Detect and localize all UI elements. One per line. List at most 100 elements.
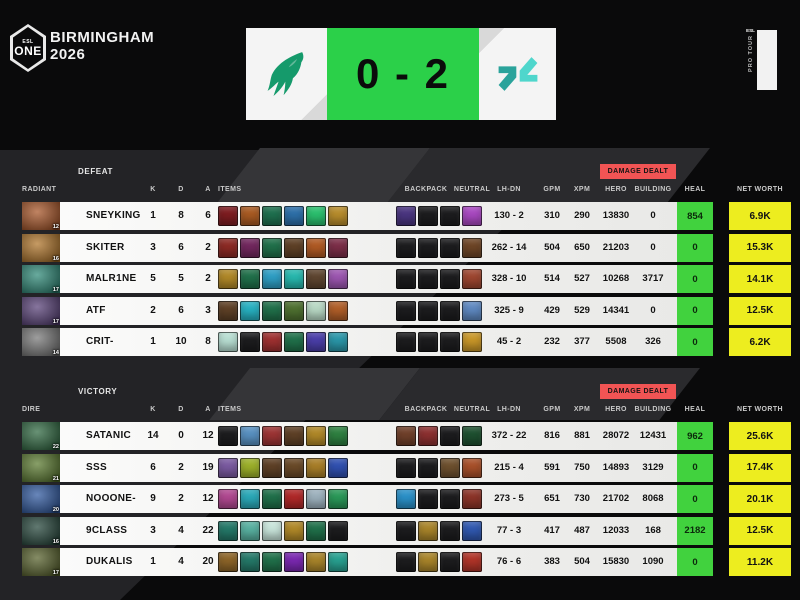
stat-bar: [60, 233, 677, 262]
building-damage-value: 0: [650, 304, 656, 316]
item-slot: [218, 457, 238, 478]
gpm-value: 651: [544, 493, 560, 504]
col-gpm: GPM: [543, 406, 561, 413]
hero-portrait: 16: [22, 516, 60, 545]
heal-value: 0: [677, 265, 713, 293]
item-slot: [328, 426, 348, 446]
event-title: BIRMINGHAM 2026: [50, 29, 154, 64]
items-group: [218, 426, 348, 446]
neutral-item-slot: [462, 300, 482, 321]
item-slot: [440, 457, 460, 478]
lhdn-value: 130 - 2: [494, 210, 524, 221]
col-net-worth: NET WORTH: [737, 186, 783, 193]
net-worth-value: 14.1K: [729, 265, 791, 293]
hero-damage-value: 21203: [602, 241, 630, 253]
damage-dealt-badge: DAMAGE DEALT: [600, 164, 676, 179]
kills-value: 9: [150, 493, 156, 504]
player-name: SKITER: [86, 241, 125, 253]
col-building-damage: BUILDING: [634, 186, 672, 193]
item-slot: [328, 206, 348, 226]
deaths-value: 0: [178, 430, 184, 441]
kills-value: 1: [150, 210, 156, 221]
esl-pro-tour-badge: ESL PRO TOUR: [744, 28, 786, 94]
xpm-value: 487: [574, 524, 590, 536]
neutral-item-slot: [462, 552, 482, 572]
result-label-dire: VICTORY: [78, 387, 118, 396]
item-slot: [396, 237, 416, 258]
kills-value: 5: [150, 273, 156, 284]
item-slot: [462, 489, 482, 509]
deaths-value: 8: [178, 210, 184, 221]
net-worth-value: 12.5K: [729, 296, 791, 325]
stat-bar: [60, 296, 677, 325]
player-name: SNEYKING: [86, 210, 141, 221]
item-slot: [462, 426, 482, 446]
lhdn-value: 215 - 4: [494, 461, 524, 473]
item-slot: [396, 269, 416, 289]
item-slot: [440, 237, 460, 258]
hero-portrait: 17: [22, 548, 60, 576]
item-slot: [218, 520, 238, 541]
item-slot: [418, 237, 438, 258]
items-group: [218, 332, 348, 352]
kills-value: 3: [150, 524, 156, 536]
col-items: ITEMS: [218, 186, 242, 193]
gpm-value: 232: [544, 336, 560, 347]
stat-bar: [60, 202, 677, 230]
hero-portrait: 20: [22, 485, 60, 513]
hero-damage-value: 21702: [602, 493, 630, 504]
deaths-value: 5: [178, 273, 184, 284]
hero-damage-value: 13830: [602, 210, 630, 221]
event-year: 2026: [50, 46, 86, 64]
building-damage-value: 12431: [639, 430, 667, 441]
deaths-value: 6: [178, 304, 184, 316]
net-worth-value: 6.2K: [729, 328, 791, 356]
gpm-value: 591: [544, 461, 560, 473]
item-slot: [418, 269, 438, 289]
col-kills: K: [150, 186, 156, 193]
hero-portrait: 14: [22, 328, 60, 356]
net-worth-value: 6.9K: [729, 202, 791, 230]
hero-portrait: 12: [22, 202, 60, 230]
score-box: 0 - 2: [327, 28, 479, 120]
gpm-value: 417: [544, 524, 560, 536]
player-name: SSS: [86, 461, 107, 473]
items-group: [218, 300, 348, 321]
item-slot: [396, 552, 416, 572]
kills-value: 6: [150, 461, 156, 473]
hero-level: 16: [52, 538, 59, 545]
col-hero-damage: HERO: [605, 186, 627, 193]
item-slot: [418, 426, 438, 446]
item-slot: [240, 457, 260, 478]
net-worth-value: 20.1K: [729, 485, 791, 513]
item-slot: [284, 206, 304, 226]
pro-tour-label: PRO TOUR: [747, 35, 754, 72]
item-slot: [218, 489, 238, 509]
kills-value: 3: [150, 241, 156, 253]
col-xpm: XPM: [573, 406, 591, 413]
item-slot: [262, 552, 282, 572]
col-heal: HEAL: [684, 186, 706, 193]
item-slot: [462, 269, 482, 289]
item-slot: [306, 332, 326, 352]
player-name: 9CLASS: [86, 524, 128, 536]
xpm-value: 377: [574, 336, 590, 347]
assists-value: 2: [205, 273, 211, 284]
net-worth-value: 17.4K: [729, 453, 791, 482]
heal-value: 0: [677, 485, 713, 513]
kills-value: 14: [147, 430, 159, 441]
item-slot: [218, 300, 238, 321]
building-damage-value: 3717: [642, 273, 664, 284]
item-slot: [262, 269, 282, 289]
item-slot: [328, 237, 348, 258]
deaths-value: 4: [178, 524, 184, 536]
stat-bar: [60, 328, 677, 356]
stat-bar: [60, 265, 677, 293]
gpm-value: 310: [544, 210, 560, 221]
col-xpm: XPM: [573, 186, 591, 193]
player-row: 17 MALR1NE 5 5 2 328 - 10 514 527 10268 …: [0, 265, 800, 293]
hero-damage-value: 12033: [602, 524, 630, 536]
item-slot: [262, 520, 282, 541]
heal-value: 854: [677, 202, 713, 230]
gpm-value: 429: [544, 304, 560, 316]
